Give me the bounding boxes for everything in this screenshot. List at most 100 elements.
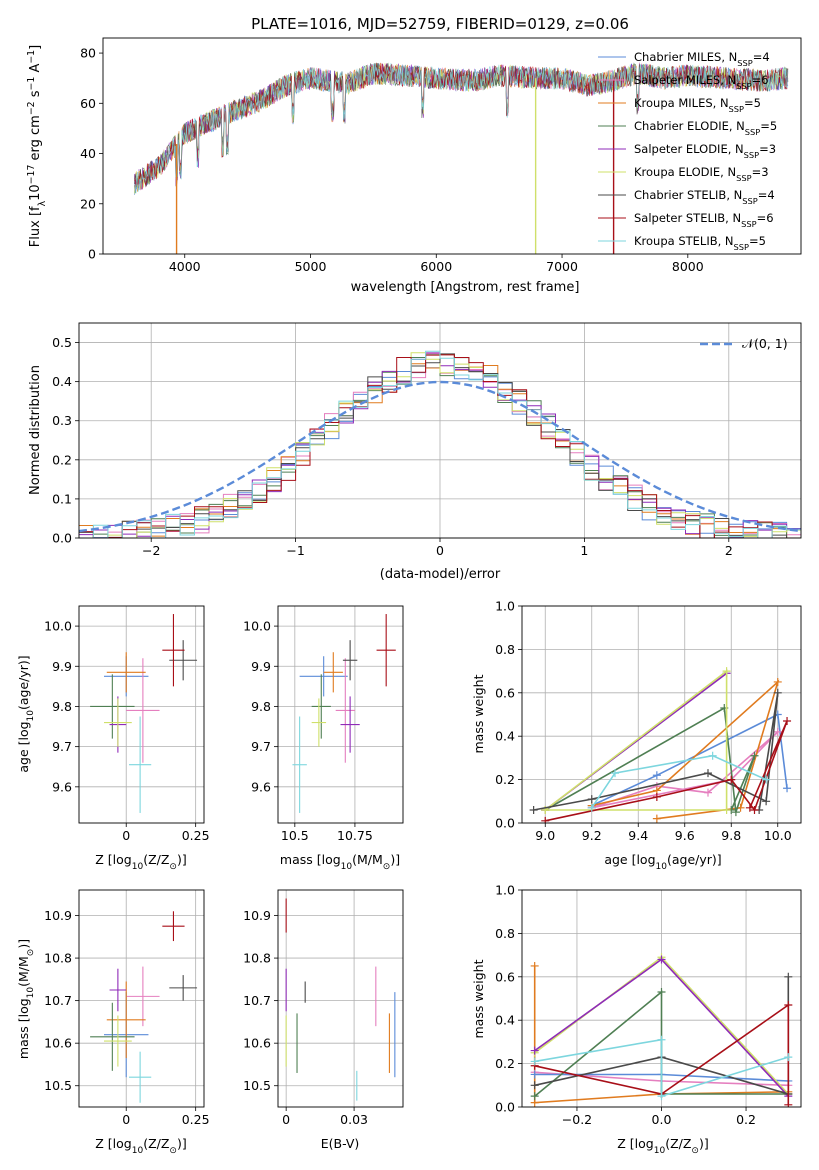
- x-tick-label: 9.8: [721, 828, 741, 843]
- weight-line: [591, 713, 788, 807]
- weight-marker: [652, 814, 661, 823]
- residuals-axes: −2 −1 0 1 2 0.0 0.1 0.2 0.3 0.4 0.5: [52, 335, 733, 558]
- weight-marker: [530, 1057, 539, 1066]
- legend-label: Kroupa ELODIE, NSSP=3: [634, 165, 769, 183]
- y-tick-label: 10.5: [243, 1078, 271, 1093]
- weight-marker: [541, 816, 550, 823]
- age_vs_Z-panel: 0 0.259.69.79.89.910.0Z [log10(Z/Z⊙)]age …: [16, 605, 210, 872]
- legend-label-part: =4: [758, 188, 775, 202]
- legend-label: Salpeter ELODIE, NSSP=3: [634, 142, 776, 160]
- mass_vs_ebv-plot-area: [285, 898, 396, 1101]
- weight_vs_Z-axes: −0.2 0.0 0.2 0.0 0.2 0.4 0.6 0.8 1.0: [495, 883, 756, 1128]
- mass_vs_ebv-axes: 0 0.03 10.5 10.6 10.7 10.8 10.9: [243, 908, 368, 1127]
- x-tick-label: 0.25: [182, 1112, 210, 1127]
- y-tick-label: 0.0: [495, 816, 515, 831]
- spectrum-panel: 4000 5000 6000 7000 8000 0 20 40 60 80 Chabrier MI…: [26, 37, 802, 295]
- weight-line: [591, 754, 767, 809]
- weight-marker: [722, 805, 731, 814]
- x-tick-label: 0: [122, 1112, 130, 1127]
- mass-z-ylabel-part: (M/M: [16, 956, 31, 987]
- weight-marker: [529, 805, 538, 814]
- weight-marker: [657, 1035, 666, 1044]
- weight-z-ylabel-part: mass weight: [471, 959, 486, 1038]
- weight-age-xlabel-part: 10: [656, 862, 668, 872]
- weight-z-xlabel-part: )]: [699, 1136, 709, 1151]
- error-bar-point: [169, 975, 198, 1001]
- spectrum-ylabel-part: erg cm: [28, 115, 43, 164]
- age_vs_mass-grid: [278, 606, 403, 823]
- legend-label-part: =5: [744, 96, 761, 110]
- x-tick-label: 10.0: [764, 828, 792, 843]
- error-bar-point: [126, 658, 160, 763]
- mass-z-ylabel-part: 10: [26, 987, 36, 999]
- age-mass-xlabel-part: ⊙: [383, 862, 391, 872]
- x-tick-label: 0: [282, 1112, 290, 1127]
- age_vs_mass-panel: 10.5 10.75 9.6 9.7 9.8 9.9 10.0 mass [log10(M/M…: [243, 605, 404, 872]
- error-bar-point: [129, 716, 152, 813]
- error-bar-point: [106, 981, 146, 1059]
- y-tick-label: 9.6: [251, 779, 271, 794]
- spectrum-plot-area: [134, 62, 789, 254]
- mass-z-ylabel-part: ⊙: [26, 949, 36, 957]
- gaussian-legend-label: 𝒩(0, 1): [742, 336, 788, 351]
- y-tick-label: 0.2: [495, 1056, 515, 1071]
- y-tick-label: 0.6: [495, 685, 515, 700]
- age-z-xlabel-part: (Z/Z: [143, 852, 169, 867]
- y-tick-label: 0: [88, 247, 96, 262]
- weight-marker: [773, 688, 782, 697]
- y-tick-label: 0.4: [495, 729, 515, 744]
- age-z-ylabel-part: age [log: [16, 721, 31, 772]
- error-bar-point: [162, 911, 185, 942]
- error-bar-point: [340, 696, 360, 753]
- histogram-ylabel-part: Normed distribution: [28, 365, 43, 495]
- weight-marker: [704, 788, 712, 797]
- y-tick-label: 0.5: [52, 335, 72, 350]
- spectrum-ylabel-part: 10: [28, 184, 43, 201]
- weight-age-xlabel-part: (age/yr)]: [667, 852, 722, 867]
- axes-frame: [521, 889, 802, 1108]
- weight-z-xlabel: Z [log10(Z/Z⊙)]: [617, 1136, 708, 1156]
- weight-z-ylabel: mass weight: [471, 959, 486, 1038]
- y-tick-label: 80: [80, 46, 96, 61]
- weight_vs_age-axes: 9.0 9.2 9.4 9.6 9.8 10.0 0.0 0.2 0.4 0.6 0.8 1.0: [495, 599, 792, 844]
- legend-label-part: SSP: [736, 81, 751, 91]
- age-mass-xlabel-part: mass [log: [280, 852, 341, 867]
- weight_vs_age-grid: [522, 605, 801, 824]
- weight-marker: [784, 1053, 793, 1062]
- weight-age-xlabel: age [log10(age/yr)]: [604, 852, 721, 872]
- legend-label-part: SSP: [734, 242, 749, 252]
- error-bar-point: [292, 716, 307, 813]
- legend-label-part: =6: [752, 73, 769, 87]
- weight-marker: [745, 803, 754, 812]
- weight-marker: [587, 795, 596, 804]
- error-bar-point: [126, 966, 160, 1027]
- legend-label-part: Salpeter STELIB, N: [634, 211, 741, 225]
- y-tick-label: 20: [80, 196, 96, 211]
- mass-z-xlabel-part: (Z/Z: [143, 1136, 169, 1151]
- weight-marker: [652, 792, 661, 801]
- weight-marker: [657, 1092, 666, 1101]
- x-tick-label: −1: [286, 543, 304, 558]
- weight-marker: [773, 677, 782, 686]
- x-tick-label: 0.0: [652, 1112, 672, 1127]
- x-tick-label: 9.0: [535, 828, 555, 843]
- x-tick-label: 0.25: [182, 828, 210, 843]
- y-tick-label: 0.0: [495, 1100, 515, 1115]
- legend-label-part: SSP: [742, 196, 757, 206]
- age_vs_mass-axes: 10.5 10.75 9.6 9.7 9.8 9.9 10.0: [243, 619, 373, 843]
- weight-marker: [762, 775, 771, 784]
- legend-label: Chabrier ELODIE, NSSP=5: [634, 119, 777, 137]
- spectrum-ylabel-part: Flux [f: [28, 206, 43, 247]
- axes-frame: [102, 37, 802, 255]
- error-bar-point: [104, 698, 132, 747]
- axes-frame: [78, 322, 802, 539]
- legend-label-part: =6: [757, 211, 774, 225]
- axes-frame: [78, 889, 205, 1108]
- weight-marker: [784, 1100, 793, 1107]
- x-tick-label: 0: [436, 543, 444, 558]
- x-tick-label: 10.5: [281, 828, 309, 843]
- weight-marker: [611, 769, 619, 778]
- legend-label-part: =4: [753, 50, 770, 64]
- legend-label: Chabrier MILES, NSSP=4: [634, 50, 770, 68]
- y-tick-label: 9.6: [52, 779, 72, 794]
